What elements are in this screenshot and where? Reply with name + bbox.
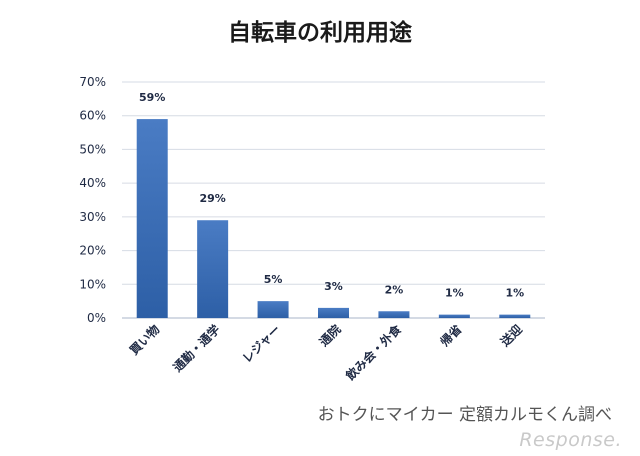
data-label: 1%: [505, 287, 524, 300]
source-note: おトクにマイカー 定額カルモくん調べ: [318, 405, 612, 425]
x-category-label: 買い物: [126, 322, 162, 358]
data-label: 29%: [199, 192, 225, 205]
x-category-label: 帰省: [437, 322, 465, 350]
x-axis-categories: 買い物 通勤・通学 レジャー 通院 飲み会・外食 帰省 送迎: [126, 321, 525, 384]
bar: [499, 314, 531, 318]
chart-title: 自転車の利用用途: [228, 19, 413, 46]
y-tick-label: 0%: [87, 311, 106, 325]
bar: [197, 220, 229, 318]
y-tick-label: 10%: [79, 277, 106, 291]
y-tick-label: 30%: [79, 210, 106, 224]
data-label: 59%: [139, 91, 165, 104]
bar: [257, 301, 289, 318]
y-tick-label: 20%: [79, 244, 106, 258]
data-label: 5%: [264, 273, 283, 286]
bars: [136, 119, 531, 318]
x-category-label: 通院: [316, 322, 344, 350]
x-category-label: 飲み会・外食: [342, 321, 405, 384]
bar: [318, 307, 349, 318]
x-category-label: 送迎: [497, 322, 525, 350]
data-label: 1%: [445, 287, 464, 300]
x-category-label: 通勤・通学: [170, 322, 223, 375]
bar: [438, 314, 470, 318]
y-tick-label: 50%: [79, 142, 106, 156]
brand-watermark: Response.: [519, 429, 622, 451]
gridlines: [122, 81, 545, 319]
bar: [136, 119, 168, 318]
x-category-label: レジャー: [240, 322, 283, 365]
data-labels: 59% 29% 5% 3% 2% 1% 1%: [139, 91, 524, 300]
y-tick-label: 60%: [79, 109, 106, 123]
data-label: 2%: [385, 283, 404, 296]
y-tick-label: 40%: [79, 176, 106, 190]
y-tick-label: 70%: [79, 75, 106, 89]
data-label: 3%: [324, 280, 343, 293]
bar: [378, 311, 410, 318]
y-axis-ticks: 0% 10% 20% 30% 40% 50% 60% 70%: [79, 75, 106, 325]
